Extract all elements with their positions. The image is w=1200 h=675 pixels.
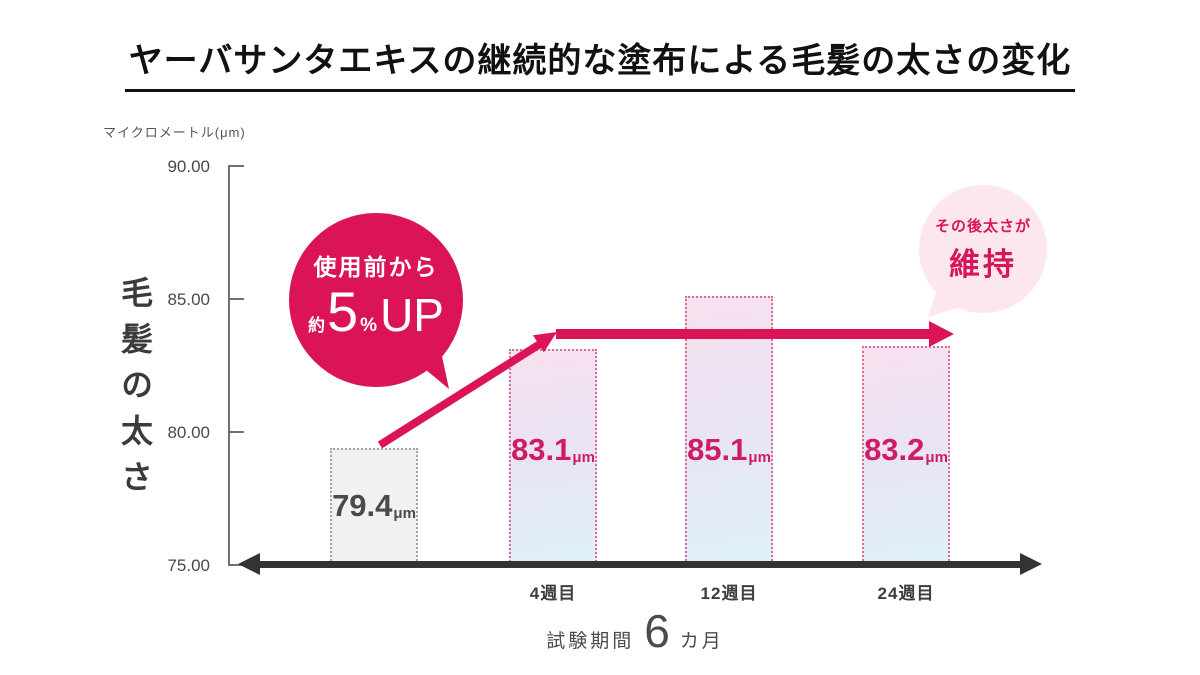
up-bubble-approx: 約 [308, 316, 326, 335]
bar-unit: μm [393, 505, 416, 522]
title-bar: ヤーバサンタエキスの継続的な塗布による毛髪の太さの変化 [0, 33, 1200, 92]
keep-bubble-line1: その後太さが [934, 217, 1031, 235]
y-tick-label: 85.00 [167, 290, 210, 309]
bar-value: 83.2 [864, 432, 925, 467]
y-tick-mark [228, 298, 244, 300]
up-bubble-line1: 使用前から [313, 254, 439, 280]
y-tick-mark [228, 564, 244, 566]
bar-week-12 [685, 295, 773, 565]
y-tick-mark [228, 165, 244, 167]
bar-unit: μm [748, 449, 771, 466]
keep-bubble-line2: 維持 [949, 246, 1017, 282]
y-tick-label: 75.00 [167, 556, 210, 575]
y-tick-label: 90.00 [167, 157, 210, 176]
x-axis-right-arrow-icon [1020, 553, 1042, 575]
x-tick-label: 12週目 [700, 584, 758, 603]
caption-number: 6 [644, 605, 670, 657]
bar-unit: μm [572, 449, 595, 466]
x-axis-line [258, 561, 1022, 568]
y-axis-unit-label: マイクロメートル(μm) [103, 125, 246, 140]
y-axis-line [228, 165, 230, 566]
up-bubble-up-text: UP [380, 289, 444, 341]
up-bubble-percent: % [360, 315, 378, 336]
up-bubble-number: 5 [327, 280, 359, 343]
maintain-arrow-head-icon [929, 321, 954, 347]
bar-week-24 [862, 346, 950, 565]
test-period-caption: 試験期間 6 カ月 [0, 604, 1200, 658]
bar-value-label: 79.4μm [332, 488, 416, 524]
up-bubble-line2: 約 5 % UP [308, 284, 444, 340]
bar-value-label: 83.2μm [864, 432, 948, 468]
bar-value-label: 85.1μm [687, 432, 771, 468]
bar-value: 79.4 [332, 488, 393, 523]
bar-before-use [330, 447, 418, 565]
caption-prefix: 試験期間 [546, 631, 635, 652]
keep-annotation-bubble: その後太さが 維持 [919, 185, 1047, 313]
page-title: ヤーバサンタエキスの継続的な塗布による毛髪の太さの変化 [124, 33, 1076, 92]
bar-value: 85.1 [687, 432, 748, 467]
caption-suffix: カ月 [679, 631, 724, 652]
bar-value: 83.1 [511, 432, 572, 467]
bar-unit: μm [925, 449, 948, 466]
up-annotation-bubble: 使用前から 約 5 % UP [289, 213, 463, 387]
y-tick-mark [228, 431, 244, 433]
x-tick-label: 24週目 [877, 584, 935, 603]
y-tick-label: 80.00 [167, 423, 210, 442]
x-axis-left-arrow-icon [238, 553, 260, 575]
x-tick-label: 4週目 [529, 584, 577, 603]
y-axis-title: 毛髪の太さ [117, 276, 153, 506]
bar-value-label: 83.1μm [511, 432, 595, 468]
